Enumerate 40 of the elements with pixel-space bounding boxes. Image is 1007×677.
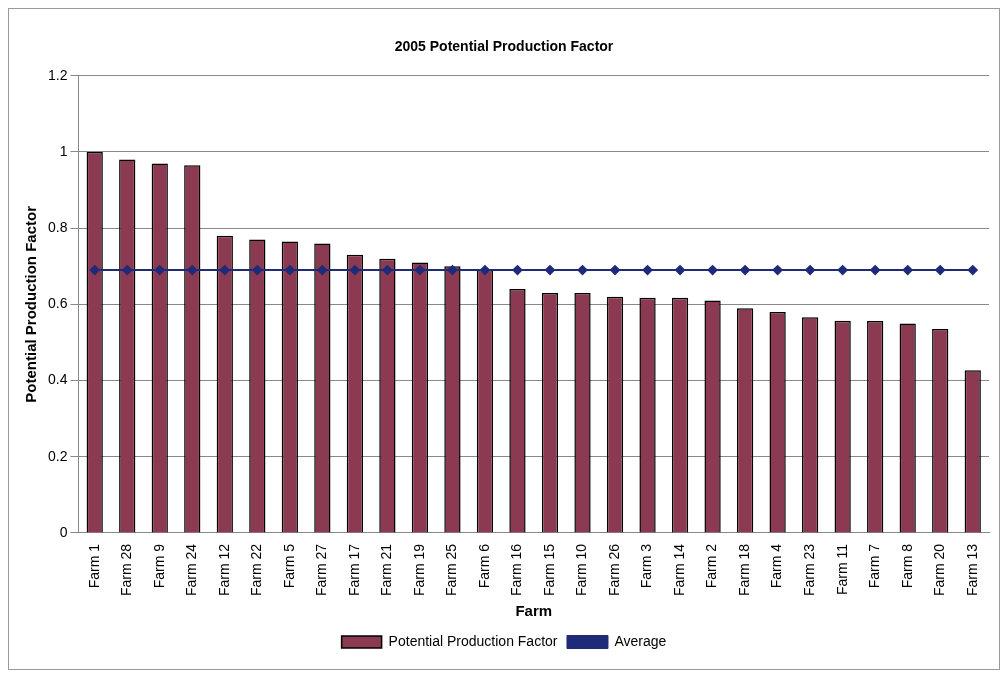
y-tick-label: 0.2	[47, 447, 68, 464]
x-tick-label: Farm 4	[768, 543, 785, 589]
x-tick-label: Farm 9	[150, 543, 167, 589]
x-tick-label: Farm 17	[345, 543, 362, 596]
x-tick-label: Farm 13	[963, 543, 980, 596]
y-tick-label: 0.4	[47, 371, 68, 388]
x-tick-label: Farm 25	[443, 543, 460, 596]
x-tick-label: Farm 2	[703, 543, 720, 589]
x-tick-label: Farm 7	[866, 543, 883, 589]
x-tick-label: Farm 14	[670, 543, 687, 596]
x-tick-label: Farm 8	[898, 543, 915, 589]
x-tick-label: Farm 19	[410, 543, 427, 596]
x-tick-label: Farm 27	[313, 543, 330, 596]
x-tick-label: Farm 15	[540, 543, 557, 596]
x-tick-label: Farm 1	[85, 543, 102, 589]
y-tick-label: 0.6	[47, 295, 68, 312]
x-tick-label: Farm 22	[248, 543, 265, 596]
x-tick-label: Farm 10	[573, 543, 590, 596]
x-tick-label: Farm 24	[183, 543, 200, 596]
legend-label: Potential Production Factor	[388, 632, 558, 649]
y-tick-label: 0.8	[47, 219, 68, 236]
legend-label: Average	[614, 632, 667, 649]
x-tick-label: Farm 18	[735, 543, 752, 596]
x-axis-title: Farm	[515, 602, 553, 620]
x-tick-label: Farm 21	[378, 543, 395, 596]
x-tick-label: Farm 16	[508, 543, 525, 596]
x-tick-label: Farm 28	[118, 543, 135, 596]
x-tick-label: Farm 20	[931, 543, 948, 596]
x-tick-label: Farm 12	[215, 543, 232, 596]
y-tick-label: 1.2	[47, 66, 68, 83]
x-tick-label: Farm 11	[833, 543, 850, 595]
x-tick-label: Farm 23	[801, 543, 817, 596]
x-tick-label: Farm 3	[638, 543, 655, 589]
y-axis-title: Potential Production Factor	[22, 205, 40, 403]
x-tick-label: Farm 5	[280, 543, 297, 589]
y-tick-label: 1	[59, 142, 68, 159]
y-tick-label: 0	[59, 523, 68, 540]
x-tick-label: Farm 26	[605, 543, 622, 596]
x-tick-label: Farm 6	[475, 543, 492, 589]
chart-title: 2005 Potential Production Factor	[394, 38, 614, 55]
